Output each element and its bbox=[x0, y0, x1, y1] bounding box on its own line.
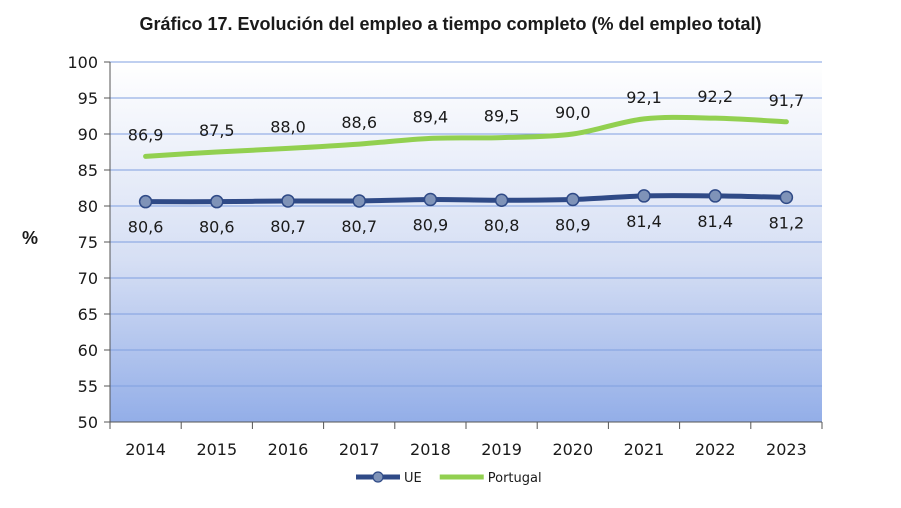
data-label-portugal: 87,5 bbox=[199, 121, 235, 140]
y-tick-label: 55 bbox=[78, 377, 98, 396]
x-tick-label: 2022 bbox=[695, 440, 736, 459]
y-tick-label: 80 bbox=[78, 197, 98, 216]
x-tick-label: 2023 bbox=[766, 440, 807, 459]
data-label-portugal: 88,6 bbox=[341, 113, 377, 132]
data-label-ue: 80,9 bbox=[555, 216, 591, 235]
chart-title: Gráfico 17. Evolución del empleo a tiemp… bbox=[139, 14, 762, 34]
data-label-portugal: 92,2 bbox=[697, 87, 733, 106]
data-label-portugal: 91,7 bbox=[769, 91, 805, 110]
gridlines bbox=[104, 61, 822, 423]
legend: UE Portugal bbox=[356, 471, 542, 486]
x-tick-label: 2017 bbox=[339, 440, 380, 459]
x-tick-labels: 2014 2015 2016 2017 2018 2019 2020 2021 2022 2023 bbox=[109, 422, 823, 459]
series-line-portugal bbox=[143, 114, 789, 159]
x-tick-label: 2021 bbox=[624, 440, 665, 459]
data-label-ue: 81,4 bbox=[626, 212, 662, 231]
data-labels: 80,6 80,6 80,7 80,7 80,9 80,8 80,9 81,4 81,4 81,2… bbox=[128, 87, 804, 237]
data-point-ue bbox=[281, 194, 295, 208]
data-point-ue bbox=[210, 194, 224, 209]
y-tick-label: 95 bbox=[78, 89, 98, 108]
data-point-ue bbox=[637, 189, 651, 203]
data-label-portugal: 89,4 bbox=[413, 107, 449, 126]
data-label-ue: 81,4 bbox=[697, 212, 733, 231]
data-label-portugal: 86,9 bbox=[128, 125, 164, 144]
x-tick-label: 2020 bbox=[552, 440, 593, 459]
legend-label-portugal: Portugal bbox=[488, 471, 542, 486]
legend-marker-ue bbox=[372, 471, 384, 483]
data-point-ue bbox=[708, 189, 722, 203]
y-tick-label: 60 bbox=[78, 341, 98, 360]
data-label-portugal: 92,1 bbox=[626, 88, 662, 107]
data-point-ue bbox=[352, 194, 366, 208]
data-label-portugal: 89,5 bbox=[484, 107, 520, 126]
y-tick-label: 90 bbox=[78, 125, 98, 144]
data-label-portugal: 88,0 bbox=[270, 117, 306, 136]
data-label-portugal: 90,0 bbox=[555, 103, 591, 122]
y-tick-label: 85 bbox=[78, 161, 98, 180]
series-group bbox=[138, 114, 794, 209]
data-point-ue bbox=[423, 192, 438, 207]
x-tick-label: 2016 bbox=[268, 440, 309, 459]
data-point-ue bbox=[138, 194, 153, 209]
data-label-ue: 80,7 bbox=[341, 217, 377, 236]
data-point-ue bbox=[779, 190, 794, 205]
data-point-ue bbox=[566, 192, 580, 207]
data-point-ue bbox=[494, 193, 509, 207]
data-label-ue: 80,8 bbox=[484, 216, 520, 235]
data-label-ue: 80,6 bbox=[128, 218, 164, 237]
x-tick-label: 2018 bbox=[410, 440, 451, 459]
y-tick-label: 65 bbox=[78, 305, 98, 324]
y-axis-label: % bbox=[22, 228, 38, 248]
x-tick-label: 2015 bbox=[196, 440, 237, 459]
y-tick-label: 100 bbox=[67, 53, 98, 72]
data-label-ue: 80,7 bbox=[270, 217, 306, 236]
x-tick-label: 2019 bbox=[481, 440, 522, 459]
y-tick-label: 50 bbox=[78, 413, 98, 432]
series-line-ue bbox=[143, 193, 789, 205]
data-label-ue: 80,9 bbox=[413, 216, 449, 235]
data-label-ue: 80,6 bbox=[199, 218, 235, 237]
y-tick-label: 70 bbox=[78, 269, 98, 288]
data-label-ue: 81,2 bbox=[769, 213, 805, 232]
legend-label-ue: UE bbox=[404, 471, 422, 486]
y-tick-labels: 50 55 60 65 70 75 80 85 90 95 100 bbox=[67, 53, 98, 432]
y-tick-label: 75 bbox=[78, 233, 98, 252]
x-tick-label: 2014 bbox=[125, 440, 166, 459]
